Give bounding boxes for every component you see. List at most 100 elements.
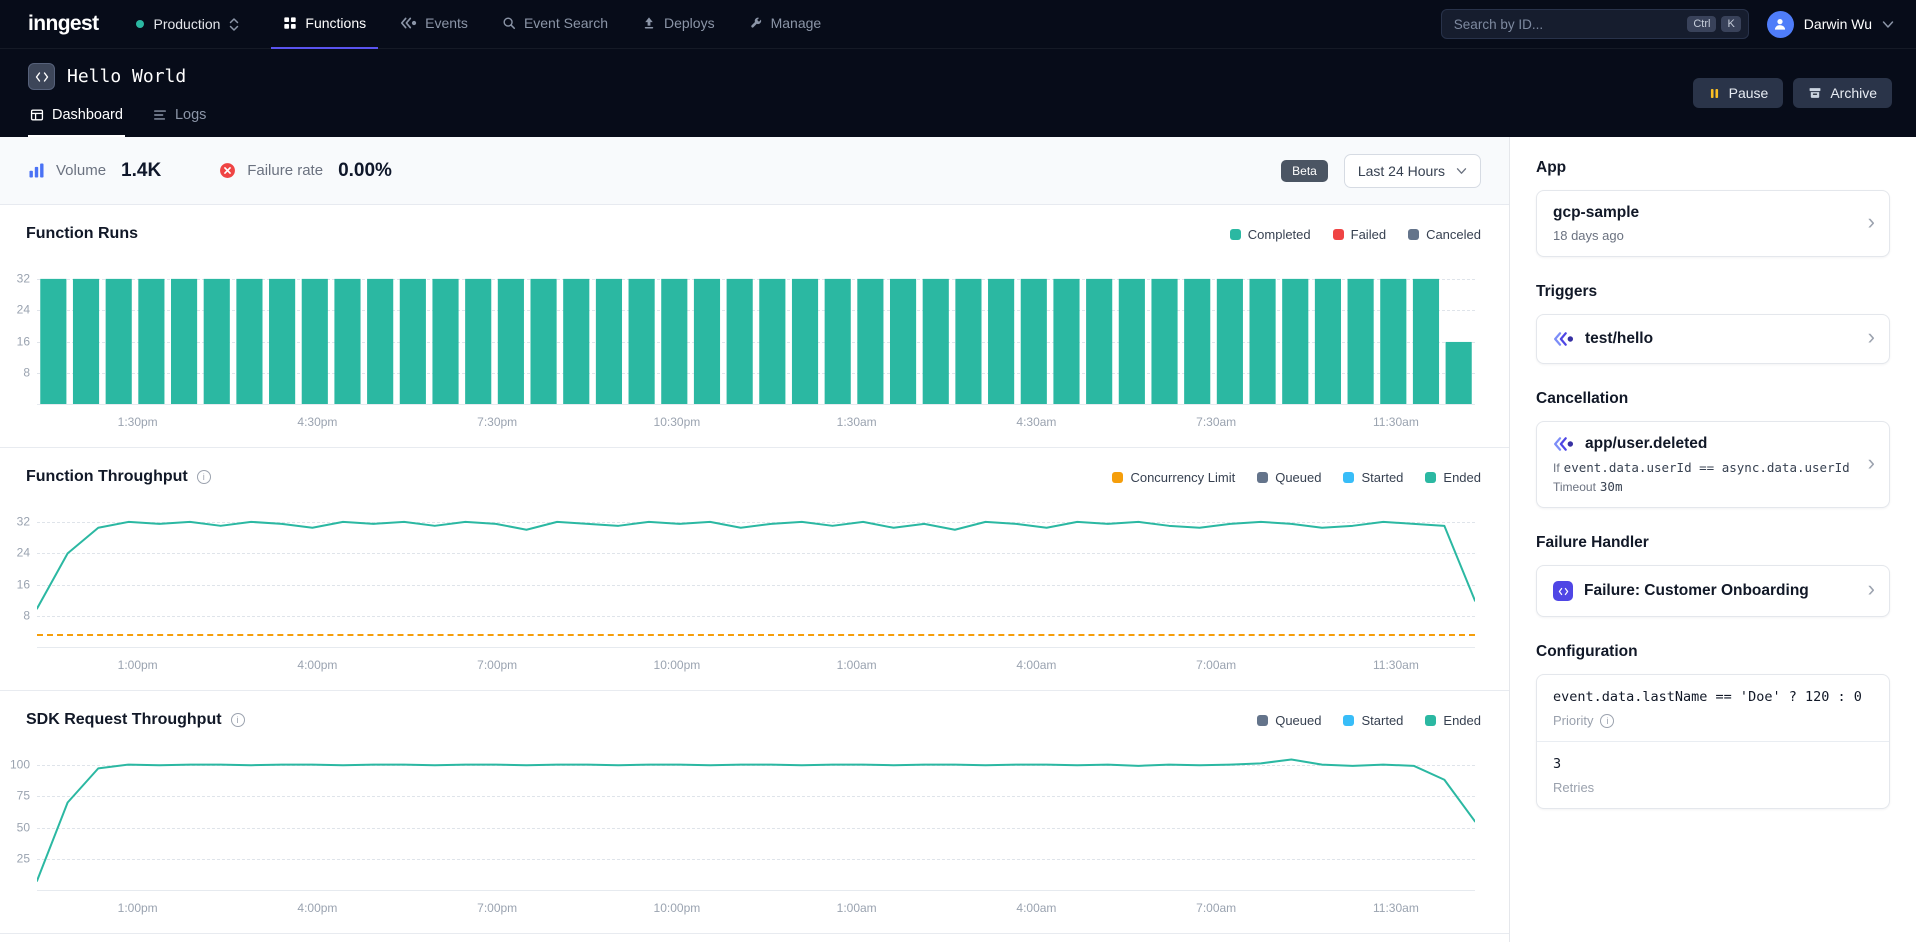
chart-legend: CompletedFailedCanceled (1230, 227, 1481, 242)
info-icon[interactable]: i (231, 713, 245, 727)
env-label: Production (153, 16, 220, 32)
retries-value: 3 (1553, 756, 1873, 772)
x-tick-label: 10:00pm (654, 658, 701, 672)
y-tick-label: 25 (17, 852, 30, 866)
legend-item-ended: Ended (1425, 470, 1481, 485)
legend-item-completed: Completed (1230, 227, 1311, 242)
chevron-down-icon (1456, 167, 1467, 175)
nav-tab-event-search[interactable]: Event Search (490, 0, 620, 49)
x-tick-label: 11:30am (1373, 658, 1419, 672)
chart-xticks: 1:30pm4:30pm7:30pm10:30pm1:30am4:30am7:3… (37, 405, 1475, 437)
user-menu[interactable]: Darwin Wu (1767, 11, 1894, 38)
failure-handler-heading: Failure Handler (1536, 534, 1890, 552)
function-icon (28, 63, 55, 90)
global-search[interactable]: Ctrl K (1441, 9, 1749, 39)
dashboard-icon (30, 108, 44, 122)
tab-dashboard[interactable]: Dashboard (28, 99, 125, 137)
environment-selector[interactable]: Production (124, 10, 251, 38)
page-title: Hello World (67, 66, 186, 87)
x-tick-label: 1:00pm (118, 901, 158, 915)
x-tick-label: 7:00pm (477, 901, 517, 915)
priority-expression: event.data.lastName == 'Doe' ? 120 : 0 (1553, 689, 1873, 705)
priority-label: Priority (1553, 713, 1593, 728)
cancellation-heading: Cancellation (1536, 390, 1890, 408)
pause-label: Pause (1729, 85, 1769, 101)
y-tick-label: 24 (17, 546, 30, 560)
y-tick-label: 8 (23, 366, 30, 380)
nav-tab-deploys[interactable]: Deploys (630, 0, 727, 49)
info-icon[interactable]: i (197, 470, 211, 484)
app-heading: App (1536, 159, 1890, 177)
person-icon (1772, 16, 1788, 32)
chart-plot: 8162432 (37, 271, 1475, 405)
inngest-logo: inngest (28, 12, 98, 36)
pause-button[interactable]: Pause (1693, 78, 1784, 108)
legend-item-started: Started (1343, 713, 1403, 728)
nav-tab-manage[interactable]: Manage (737, 0, 834, 49)
configuration-section: Configuration event.data.lastName == 'Do… (1536, 643, 1890, 809)
charts-column: Volume 1.4K Failure rate 0.00% Beta Last… (0, 137, 1509, 942)
beta-badge: Beta (1281, 160, 1328, 182)
x-tick-label: 7:00am (1196, 658, 1236, 672)
time-range-dropdown[interactable]: Last 24 Hours (1344, 154, 1481, 188)
archive-label: Archive (1830, 85, 1877, 101)
y-tick-label: 100 (10, 757, 30, 771)
line-series (37, 757, 1475, 891)
y-tick-label: 75 (17, 788, 30, 802)
x-tick-label: 1:00am (837, 658, 877, 672)
x-tick-label: 11:30am (1373, 415, 1419, 429)
y-tick-label: 50 (17, 820, 30, 834)
cancellation-timeout: Timeout 30m (1553, 479, 1853, 494)
nav-tab-label: Event Search (524, 15, 608, 31)
failure-handler-card[interactable]: Failure: Customer Onboarding › (1536, 565, 1890, 617)
volume-icon (28, 162, 45, 179)
triggers-heading: Triggers (1536, 283, 1890, 301)
trigger-card[interactable]: test/hello › (1536, 314, 1890, 364)
x-tick-label: 4:00pm (297, 658, 337, 672)
chart-xticks: 1:00pm4:00pm7:00pm10:00pm1:00am4:00am7:0… (37, 891, 1475, 923)
legend-item-queued: Queued (1257, 713, 1321, 728)
nav-tab-label: Deploys (664, 15, 715, 31)
function-runs-chart: Function Runs CompletedFailedCanceled 81… (0, 205, 1509, 448)
volume-label: Volume (56, 162, 106, 179)
trigger-name: test/hello (1585, 330, 1653, 348)
x-tick-label: 10:00pm (654, 901, 701, 915)
chart-legend: QueuedStartedEnded (1257, 713, 1481, 728)
failure-function-icon (1553, 581, 1573, 601)
sdk-request-throughput-chart: SDK Request Throughput i QueuedStartedEn… (0, 691, 1509, 934)
app-card[interactable]: gcp-sample 18 days ago › (1536, 190, 1890, 257)
stats-bar: Volume 1.4K Failure rate 0.00% Beta Last… (0, 137, 1509, 205)
manage-icon (749, 16, 763, 30)
y-tick-label: 16 (17, 334, 30, 348)
x-tick-label: 7:30am (1196, 415, 1236, 429)
logs-icon (153, 108, 167, 122)
nav-tab-functions[interactable]: Functions (271, 0, 378, 49)
function-throughput-chart: Function Throughput i Concurrency LimitQ… (0, 448, 1509, 691)
y-tick-label: 24 (17, 303, 30, 317)
triggers-section: Triggers test/hello › (1536, 283, 1890, 364)
x-tick-label: 4:30am (1016, 415, 1056, 429)
timeout-label: Timeout (1553, 480, 1596, 494)
k-key-badge: K (1721, 16, 1740, 32)
archive-button[interactable]: Archive (1793, 78, 1892, 108)
timeout-value: 30m (1600, 479, 1623, 494)
x-tick-label: 1:30pm (118, 415, 158, 429)
y-tick-label: 32 (17, 271, 30, 285)
time-range-value: Last 24 Hours (1358, 163, 1445, 179)
tab-label: Dashboard (52, 107, 123, 123)
failure-handler-section: Failure Handler Failure: Customer Onboar… (1536, 534, 1890, 617)
tab-logs[interactable]: Logs (151, 99, 208, 137)
event-trigger-icon (1553, 332, 1574, 346)
chart-plot: 8162432 (37, 514, 1475, 648)
condition-prefix: If (1553, 461, 1560, 475)
condition-expression: event.data.userId == async.data.userId (1564, 460, 1850, 475)
x-tick-label: 7:30pm (477, 415, 517, 429)
cancellation-card[interactable]: app/user.deleted Ifevent.data.userId == … (1536, 421, 1890, 508)
nav-tab-events[interactable]: Events (388, 0, 480, 49)
info-icon[interactable]: i (1600, 714, 1614, 728)
legend-item-queued: Queued (1257, 470, 1321, 485)
ctrl-key-badge: Ctrl (1687, 16, 1716, 32)
tab-label: Logs (175, 107, 206, 123)
search-input[interactable] (1454, 17, 1683, 32)
functions-icon (283, 16, 297, 30)
